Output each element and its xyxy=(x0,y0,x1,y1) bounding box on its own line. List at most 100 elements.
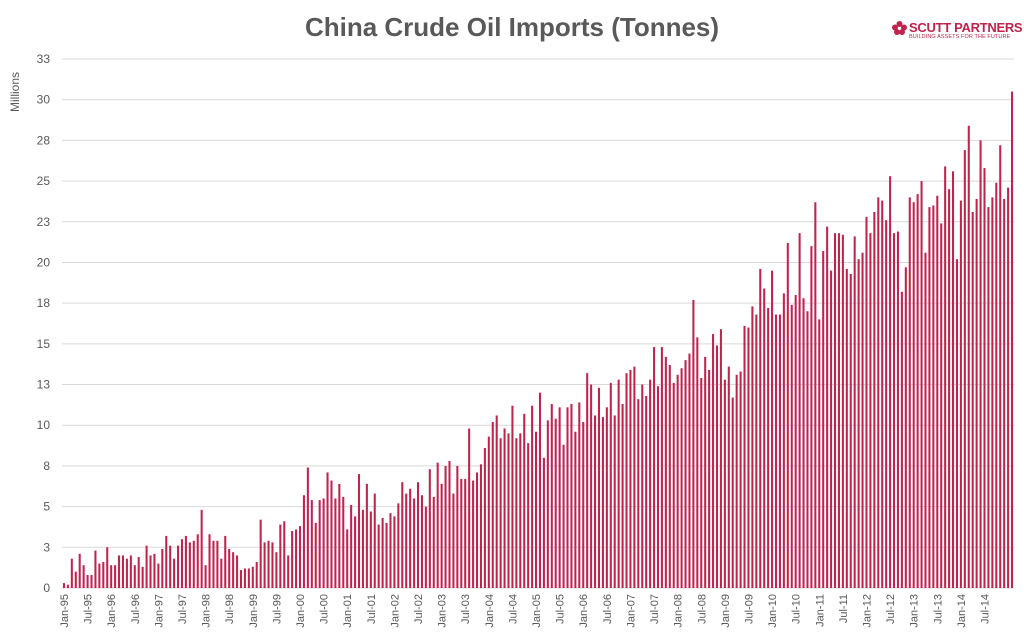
bar xyxy=(865,216,868,588)
bar xyxy=(1003,198,1006,589)
bar xyxy=(70,558,73,588)
x-tick-label: Jul-95 xyxy=(83,594,95,624)
bar xyxy=(169,545,172,588)
x-tick-label: Jan-97 xyxy=(153,594,165,628)
bar xyxy=(129,555,132,588)
bar xyxy=(318,500,321,588)
bar xyxy=(373,493,376,588)
bar xyxy=(397,503,400,588)
bar xyxy=(861,252,864,588)
bar xyxy=(554,418,557,588)
bar xyxy=(700,378,703,588)
bar xyxy=(629,369,632,588)
x-tick-label: Jul-08 xyxy=(696,594,708,624)
bar xyxy=(283,521,286,588)
bar xyxy=(145,545,148,588)
bar xyxy=(790,304,793,588)
bar xyxy=(499,438,502,588)
bar xyxy=(979,140,982,588)
y-tick-label: 28 xyxy=(37,133,51,147)
bar xyxy=(350,504,353,588)
bar xyxy=(763,288,766,588)
bar xyxy=(881,200,884,589)
bar xyxy=(236,555,239,588)
bar xyxy=(912,202,915,589)
bar xyxy=(645,395,648,588)
x-tick-label: Jul-11 xyxy=(838,594,850,623)
bar xyxy=(464,478,467,588)
bar xyxy=(625,373,628,588)
x-tick-label: Jan-10 xyxy=(767,594,779,628)
bar xyxy=(814,202,817,589)
bar xyxy=(1007,187,1010,588)
bar xyxy=(739,371,742,588)
bar xyxy=(409,488,412,588)
y-tick-label: 25 xyxy=(37,174,51,188)
bar xyxy=(263,542,266,588)
y-tick-label: 5 xyxy=(43,500,50,514)
bar xyxy=(137,557,140,588)
bar xyxy=(523,413,526,588)
bar xyxy=(180,539,184,588)
bar xyxy=(959,200,962,589)
bar xyxy=(78,553,81,588)
bar xyxy=(338,483,341,588)
x-tick-label: Jul-97 xyxy=(177,594,189,624)
bar xyxy=(177,545,180,588)
bar xyxy=(590,384,593,588)
x-axis-ticks: Jan-95 Jul-95 Jan-96 Jul-96 Jan-97 Jul-97 Jan-… xyxy=(59,594,992,628)
bar xyxy=(967,125,970,589)
bar xyxy=(755,314,758,588)
bar xyxy=(452,493,455,588)
bar xyxy=(228,548,231,588)
x-tick-label: Jul-09 xyxy=(743,594,755,624)
bar xyxy=(507,433,510,588)
bar xyxy=(904,267,907,588)
bar xyxy=(165,535,168,588)
logo-wordmark: SCUTT PARTNERS xyxy=(909,20,1023,35)
y-tick-label: 33 xyxy=(37,52,51,66)
bar xyxy=(216,540,219,588)
x-tick-label: Jul-96 xyxy=(130,594,142,624)
bar xyxy=(224,535,227,588)
bar xyxy=(133,565,136,588)
bar xyxy=(597,387,600,588)
bar xyxy=(892,233,896,588)
bar xyxy=(550,404,553,588)
bar xyxy=(719,329,722,588)
x-tick-label: Jan-01 xyxy=(342,594,354,628)
y-tick-label: 23 xyxy=(37,215,51,229)
bar xyxy=(389,513,392,588)
y-tick-label: 15 xyxy=(37,337,51,351)
bar xyxy=(668,365,671,588)
bar xyxy=(157,563,160,588)
bar xyxy=(306,467,309,588)
bar xyxy=(428,469,431,588)
bar xyxy=(735,374,738,588)
bar xyxy=(377,524,380,588)
bar xyxy=(495,415,498,588)
bar xyxy=(118,555,121,588)
x-tick-label: Jan-14 xyxy=(956,594,968,628)
bar xyxy=(617,379,620,588)
bar xyxy=(987,207,990,588)
bar xyxy=(275,552,278,588)
bar xyxy=(188,542,191,588)
brand-logo: SCUTT PARTNERS BUILDING ASSETS FOR THE F… xyxy=(891,20,1023,44)
bar xyxy=(365,483,368,588)
bar xyxy=(955,259,958,588)
bar xyxy=(818,319,821,588)
x-tick-label: Jan-09 xyxy=(720,594,732,628)
bar xyxy=(298,526,302,588)
bar xyxy=(877,197,880,588)
bar xyxy=(684,360,687,588)
bar xyxy=(708,369,711,588)
bar xyxy=(271,542,274,588)
bar xyxy=(944,166,947,588)
x-tick-label: Jan-11 xyxy=(814,594,826,627)
bar xyxy=(200,509,203,588)
bar xyxy=(991,197,994,588)
bar xyxy=(578,402,581,588)
x-tick-label: Jul-06 xyxy=(602,594,614,624)
bar xyxy=(448,461,451,588)
